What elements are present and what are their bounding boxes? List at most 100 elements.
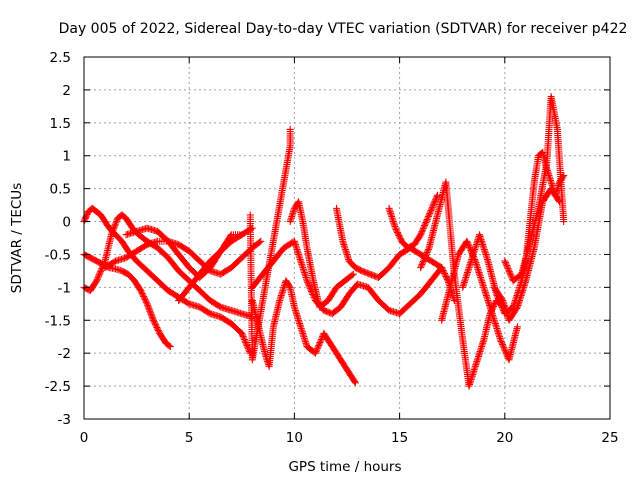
- data-point-marker: [348, 271, 356, 279]
- data-point-marker: [243, 342, 251, 350]
- data-point-marker: [501, 257, 509, 265]
- data-point-marker: [419, 258, 427, 266]
- data-point-marker: [139, 291, 147, 299]
- data-point-marker: [464, 239, 472, 247]
- data-point-marker: [303, 277, 311, 285]
- data-point-marker: [506, 269, 514, 277]
- x-axis-label: GPS time / hours: [288, 459, 401, 475]
- data-point-marker: [433, 191, 441, 199]
- data-point-marker: [285, 282, 293, 290]
- data-point-marker: [108, 229, 116, 237]
- data-point-marker: [422, 219, 430, 227]
- data-point-marker: [98, 265, 106, 273]
- data-point-marker: [503, 262, 511, 270]
- data-point-marker: [111, 220, 119, 228]
- data-point-marker: [424, 247, 432, 255]
- data-point-marker: [465, 242, 473, 250]
- data-point-marker: [315, 342, 323, 350]
- data-point-marker: [152, 322, 160, 330]
- data-point-marker: [421, 253, 429, 261]
- data-point-marker: [438, 264, 446, 272]
- series-arc-11: [385, 191, 441, 252]
- data-point-marker: [165, 342, 173, 350]
- data-point-marker: [505, 268, 513, 276]
- data-point-marker: [149, 315, 157, 323]
- data-point-marker: [93, 277, 101, 285]
- data-point-marker: [95, 271, 103, 279]
- data-point-marker: [423, 216, 431, 224]
- data-point-marker: [431, 197, 439, 205]
- data-point-marker: [426, 209, 434, 217]
- data-point-marker: [430, 200, 438, 208]
- data-point-marker: [306, 284, 314, 292]
- data-point-marker: [419, 225, 427, 233]
- data-point-marker: [143, 300, 151, 308]
- data-point-marker: [95, 272, 103, 280]
- data-point-marker: [314, 343, 322, 351]
- data-point-marker: [428, 205, 436, 213]
- data-point-marker: [507, 272, 515, 280]
- data-point-marker: [305, 281, 313, 289]
- data-point-marker: [503, 263, 511, 271]
- data-point-marker: [502, 348, 510, 356]
- y-tick-label: 1.5: [50, 116, 71, 132]
- data-point-marker: [110, 223, 118, 231]
- data-point-marker: [97, 268, 105, 276]
- data-point-marker: [111, 222, 119, 230]
- data-point-marker: [497, 338, 505, 346]
- data-point-marker: [394, 230, 402, 238]
- data-point-marker: [349, 270, 357, 278]
- data-point-marker: [421, 220, 429, 228]
- x-tick-label: 0: [80, 430, 89, 446]
- data-point-marker: [443, 274, 451, 282]
- data-point-marker: [317, 336, 325, 344]
- data-point-marker: [154, 325, 162, 333]
- data-point-marker: [392, 226, 400, 234]
- y-tick-label: -3: [58, 412, 71, 428]
- y-tick-label: 0.5: [50, 182, 71, 198]
- data-point-marker: [440, 269, 448, 277]
- data-point-marker: [146, 307, 154, 315]
- data-point-marker: [513, 323, 521, 331]
- data-point-marker: [433, 193, 441, 201]
- data-point-marker: [94, 274, 102, 282]
- series-arc-9: [286, 198, 357, 311]
- data-point-marker: [391, 224, 399, 232]
- data-point-marker: [137, 287, 145, 295]
- series-arc-7: [248, 277, 359, 387]
- chart-title: Day 005 of 2022, Sidereal Day-to-day VTE…: [59, 21, 628, 37]
- y-tick-label: -1.5: [45, 313, 71, 329]
- data-point-marker: [141, 295, 149, 303]
- data-point-marker: [417, 231, 425, 239]
- data-point-marker: [429, 202, 437, 210]
- data-point-marker: [96, 269, 104, 277]
- data-point-marker: [422, 217, 430, 225]
- data-point-marker: [450, 297, 458, 305]
- data-point-marker: [239, 332, 247, 340]
- data-point-marker: [424, 212, 432, 220]
- data-point-marker: [497, 336, 505, 344]
- data-point-marker: [499, 341, 507, 349]
- data-point-marker: [257, 237, 265, 245]
- data-point-marker: [351, 379, 359, 387]
- data-point-marker: [313, 346, 321, 354]
- data-point-marker: [513, 304, 521, 312]
- data-point-marker: [419, 226, 427, 234]
- y-tick-label: 1: [62, 149, 71, 165]
- data-point-marker: [560, 171, 568, 179]
- data-point-marker: [502, 260, 510, 268]
- y-tick-label: 2: [62, 83, 71, 99]
- data-point-marker: [145, 306, 153, 314]
- data-point-marker: [154, 327, 162, 335]
- data-point-marker: [418, 261, 426, 269]
- data-point-marker: [109, 228, 116, 236]
- series-arc-8: [248, 237, 446, 318]
- data-point-marker: [421, 255, 429, 263]
- data-point-marker: [142, 298, 150, 306]
- data-point-marker: [312, 348, 320, 356]
- data-point-marker: [443, 275, 451, 283]
- data-point-marker: [150, 318, 158, 326]
- data-point-marker: [432, 194, 440, 202]
- data-point-marker: [504, 265, 512, 273]
- data-point-marker: [316, 339, 324, 347]
